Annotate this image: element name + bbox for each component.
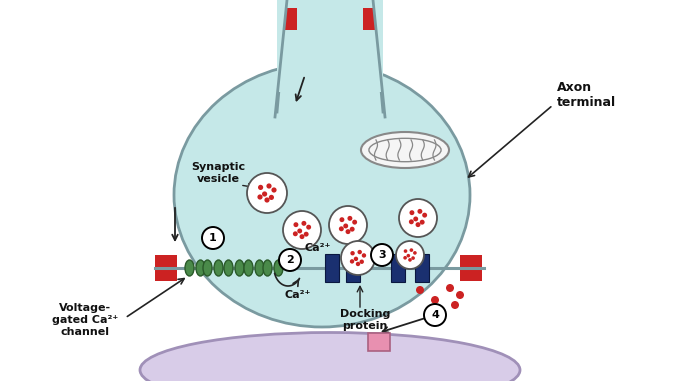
Circle shape <box>302 221 306 226</box>
Circle shape <box>399 199 437 237</box>
Bar <box>155 255 177 281</box>
Circle shape <box>356 262 360 266</box>
Ellipse shape <box>214 260 223 276</box>
Circle shape <box>347 216 353 221</box>
Circle shape <box>340 217 344 222</box>
Circle shape <box>436 308 444 316</box>
Circle shape <box>262 191 267 197</box>
Circle shape <box>412 256 415 260</box>
Circle shape <box>357 250 362 254</box>
Bar <box>346 254 360 282</box>
Circle shape <box>300 234 304 239</box>
Bar <box>460 255 482 281</box>
Ellipse shape <box>140 333 520 381</box>
Circle shape <box>410 210 414 215</box>
Circle shape <box>258 194 262 200</box>
Circle shape <box>408 258 412 262</box>
Text: 1: 1 <box>209 233 217 243</box>
Circle shape <box>304 232 308 237</box>
Circle shape <box>339 226 344 231</box>
Circle shape <box>268 195 274 200</box>
Circle shape <box>362 253 366 258</box>
Circle shape <box>410 248 413 252</box>
Circle shape <box>418 209 422 214</box>
Circle shape <box>409 219 414 224</box>
Circle shape <box>403 249 407 253</box>
Circle shape <box>294 222 298 227</box>
Text: Axon
terminal: Axon terminal <box>557 81 616 109</box>
Ellipse shape <box>361 132 449 168</box>
Text: Voltage-
gated Ca²⁺
channel: Voltage- gated Ca²⁺ channel <box>52 303 118 336</box>
Circle shape <box>329 206 367 244</box>
Ellipse shape <box>244 260 253 276</box>
Circle shape <box>346 229 351 234</box>
Text: 4: 4 <box>431 310 439 320</box>
Polygon shape <box>277 0 383 112</box>
Circle shape <box>416 286 424 294</box>
Circle shape <box>371 244 393 266</box>
Circle shape <box>297 229 302 234</box>
Circle shape <box>352 220 357 225</box>
Ellipse shape <box>203 260 212 276</box>
Bar <box>368 333 390 351</box>
Text: 2: 2 <box>286 255 294 265</box>
Circle shape <box>350 227 355 232</box>
Ellipse shape <box>185 260 194 276</box>
Text: Docking
protein: Docking protein <box>340 309 390 331</box>
Text: Synaptic
vesicle: Synaptic vesicle <box>191 162 245 184</box>
Bar <box>277 0 383 92</box>
Bar <box>363 8 375 30</box>
Circle shape <box>343 224 348 229</box>
Ellipse shape <box>235 260 244 276</box>
Circle shape <box>431 296 439 304</box>
Ellipse shape <box>274 260 283 276</box>
Bar <box>391 254 405 282</box>
Circle shape <box>413 251 417 255</box>
Circle shape <box>341 241 375 275</box>
Circle shape <box>271 187 277 193</box>
Circle shape <box>414 216 418 221</box>
Ellipse shape <box>224 260 233 276</box>
Circle shape <box>396 241 424 269</box>
Circle shape <box>266 183 272 189</box>
Bar <box>415 254 429 282</box>
Text: 3: 3 <box>378 250 386 260</box>
Circle shape <box>403 256 407 259</box>
Circle shape <box>351 251 355 255</box>
Circle shape <box>446 284 454 292</box>
Bar <box>325 254 339 282</box>
Circle shape <box>258 185 263 190</box>
Circle shape <box>416 222 420 227</box>
Ellipse shape <box>263 260 272 276</box>
Circle shape <box>426 316 434 324</box>
Ellipse shape <box>174 63 470 327</box>
Circle shape <box>359 259 364 264</box>
Bar <box>285 8 297 30</box>
Circle shape <box>247 173 287 213</box>
Text: Ca²⁺: Ca²⁺ <box>305 243 331 253</box>
Circle shape <box>456 291 464 299</box>
Circle shape <box>264 197 270 203</box>
Circle shape <box>202 227 224 249</box>
Text: Ca²⁺: Ca²⁺ <box>285 290 311 300</box>
Ellipse shape <box>196 260 205 276</box>
Circle shape <box>424 304 446 326</box>
Circle shape <box>279 249 301 271</box>
Circle shape <box>354 257 358 261</box>
Circle shape <box>407 254 410 258</box>
Ellipse shape <box>255 260 264 276</box>
Circle shape <box>293 231 298 236</box>
Circle shape <box>306 225 311 230</box>
Circle shape <box>283 211 321 249</box>
Circle shape <box>451 301 459 309</box>
Circle shape <box>420 220 424 225</box>
Circle shape <box>350 259 355 264</box>
Circle shape <box>422 213 427 218</box>
